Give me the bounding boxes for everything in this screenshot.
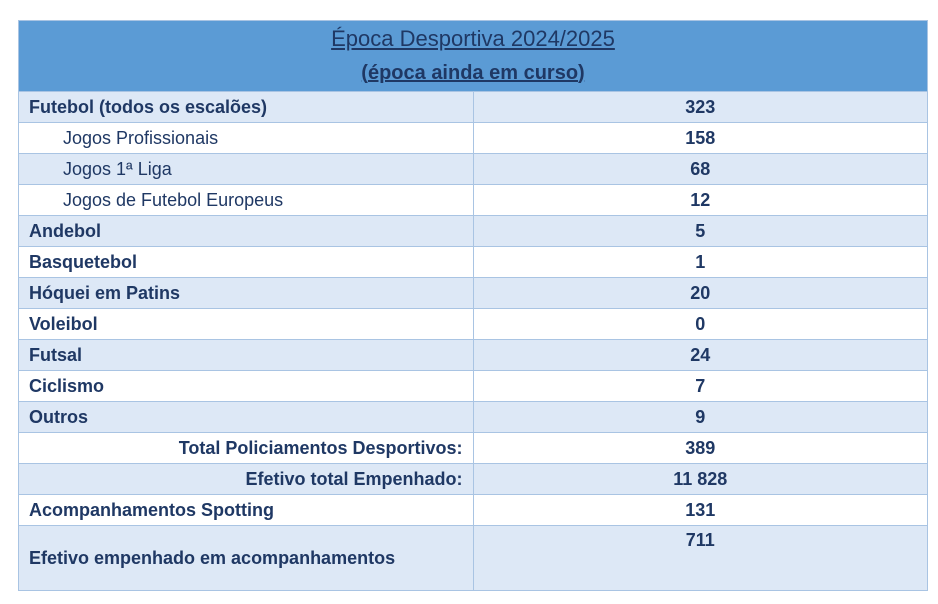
season-subtitle: (época ainda em curso) (19, 56, 927, 90)
subtitle-open-paren: ( (361, 62, 368, 84)
table-header: Época Desportiva 2024/2025 (época ainda … (18, 20, 928, 92)
subtitle-close-paren: ) (578, 62, 585, 84)
row-label: Efetivo empenhado em acompanhamentos (18, 525, 474, 591)
season-title: Época Desportiva 2024/2025 (331, 26, 615, 51)
total-value: 11 828 (472, 463, 928, 495)
row-label: Andebol (18, 215, 474, 247)
row-value: 131 (472, 494, 928, 526)
row-label: Outros (18, 401, 474, 433)
row-label: Ciclismo (18, 370, 474, 402)
table-row: Jogos 1ª Liga 68 (18, 153, 928, 185)
row-value: 323 (472, 91, 928, 123)
row-value: 24 (472, 339, 928, 371)
subtitle-text: época ainda em curso (367, 62, 579, 84)
table-row: Outros 9 (18, 401, 928, 433)
total-row: Total Policiamentos Desportivos: 389 (18, 432, 928, 464)
row-value: 1 (472, 246, 928, 278)
table-row: Ciclismo 7 (18, 370, 928, 402)
row-value: 68 (472, 153, 928, 185)
row-value: 0 (472, 308, 928, 340)
total-label: Efetivo total Empenhado: (18, 463, 474, 495)
statistics-table: Época Desportiva 2024/2025 (época ainda … (18, 20, 928, 591)
table-row: Jogos Profissionais 158 (18, 122, 928, 154)
table-row: Basquetebol 1 (18, 246, 928, 278)
table-row: Futebol (todos os escalões) 323 (18, 91, 928, 123)
row-label: Jogos Profissionais (18, 122, 474, 154)
row-label: Jogos de Futebol Europeus (18, 184, 474, 216)
table-row: Jogos de Futebol Europeus 12 (18, 184, 928, 216)
row-value: 9 (472, 401, 928, 433)
row-value: 7 (472, 370, 928, 402)
table-row: Voleibol 0 (18, 308, 928, 340)
table-header-row: Época Desportiva 2024/2025 (época ainda … (18, 20, 928, 92)
table-row: Hóquei em Patins 20 (18, 277, 928, 309)
total-value: 389 (472, 432, 928, 464)
row-label: Voleibol (18, 308, 474, 340)
row-label: Futebol (todos os escalões) (18, 91, 474, 123)
table-row: Acompanhamentos Spotting 131 (18, 494, 928, 526)
total-row: Efetivo total Empenhado: 11 828 (18, 463, 928, 495)
table-row: Andebol 5 (18, 215, 928, 247)
row-value: 711 (472, 525, 928, 591)
row-label: Jogos 1ª Liga (18, 153, 474, 185)
row-value: 12 (472, 184, 928, 216)
row-value: 158 (472, 122, 928, 154)
row-label: Futsal (18, 339, 474, 371)
row-value: 20 (472, 277, 928, 309)
total-label: Total Policiamentos Desportivos: (18, 432, 474, 464)
row-label: Acompanhamentos Spotting (18, 494, 474, 526)
row-value: 5 (472, 215, 928, 247)
row-label: Hóquei em Patins (18, 277, 474, 309)
row-label: Basquetebol (18, 246, 474, 278)
table-row: Futsal 24 (18, 339, 928, 371)
table-row: Efetivo empenhado em acompanhamentos 711 (18, 525, 928, 591)
